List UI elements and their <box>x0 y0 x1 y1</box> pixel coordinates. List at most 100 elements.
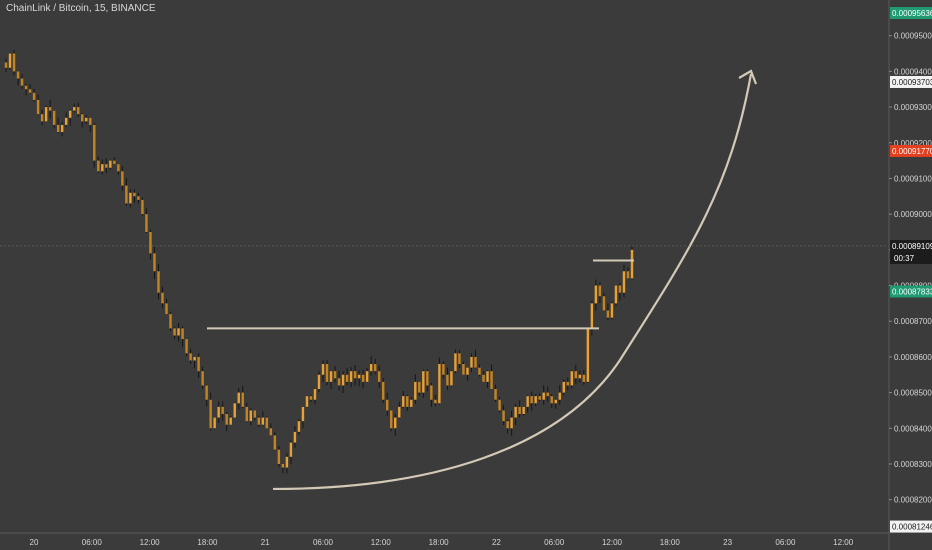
candle <box>4 62 8 68</box>
candle <box>558 392 561 400</box>
candle <box>602 296 606 311</box>
candle <box>205 385 208 400</box>
candle <box>209 399 212 429</box>
candle <box>125 185 128 204</box>
cup-arrow-curve[interactable] <box>272 73 753 491</box>
candle <box>253 410 256 418</box>
time-tick-label: 23 <box>723 538 732 547</box>
candle <box>293 431 297 443</box>
candle <box>24 85 28 90</box>
candle <box>406 396 409 407</box>
candle <box>510 417 513 429</box>
candle <box>570 371 574 386</box>
candle <box>474 356 477 368</box>
candle <box>462 364 465 375</box>
candle <box>52 110 56 125</box>
candle <box>269 428 273 436</box>
price-badge-label: 0.00091770 <box>892 147 932 156</box>
candle <box>333 371 337 379</box>
candle <box>77 107 80 115</box>
candle <box>169 314 172 329</box>
time-tick-label: 18:00 <box>197 538 218 547</box>
candle <box>8 53 12 68</box>
price-badge-label: 0.00095636 <box>892 9 932 18</box>
candle <box>566 381 569 386</box>
time-tick-label: 06:00 <box>313 538 334 547</box>
candle <box>56 124 60 133</box>
candle <box>554 399 557 404</box>
candle <box>20 78 24 86</box>
candle <box>414 381 417 400</box>
candle <box>398 406 401 418</box>
candle <box>101 164 104 172</box>
candle <box>394 417 397 429</box>
candle <box>630 249 634 279</box>
time-tick-label: 20 <box>30 538 39 547</box>
price-badge <box>890 239 932 252</box>
candle <box>189 353 192 361</box>
price-badges: 0.00095636 0.00093703 0.00091770 0.00089109… <box>890 6 932 533</box>
candle <box>357 374 361 379</box>
time-axis[interactable]: 20 06:00 12:00 18:00 21 06:00 12:00 18:00 22 06:0… <box>0 532 889 547</box>
candle <box>442 364 445 375</box>
time-tick-label: 22 <box>492 538 501 547</box>
candle <box>478 367 481 375</box>
candle <box>402 396 405 407</box>
candle <box>69 110 72 118</box>
candle <box>277 449 281 464</box>
candle <box>546 392 549 397</box>
price-badge <box>890 75 932 88</box>
candle <box>153 253 156 272</box>
candle <box>458 353 461 365</box>
candle <box>518 406 521 415</box>
candle <box>113 160 116 165</box>
time-tick-label: 12:00 <box>602 538 623 547</box>
candle <box>470 356 473 368</box>
candle <box>486 371 489 382</box>
candle <box>16 71 20 79</box>
candle <box>329 371 333 382</box>
candle <box>321 364 325 375</box>
candle <box>450 371 453 386</box>
candle <box>530 396 533 404</box>
price-badge <box>890 520 932 533</box>
candle <box>622 271 626 293</box>
candle <box>526 396 529 407</box>
candle <box>229 417 232 425</box>
time-tick-label: 18:00 <box>429 538 450 547</box>
candle <box>305 396 309 407</box>
price-badge-label: 0.00093703 <box>892 78 932 87</box>
candle <box>133 192 136 197</box>
candle <box>522 406 525 415</box>
price-badge-label: 0.00089109 <box>892 242 932 251</box>
candle <box>121 171 124 186</box>
candle <box>36 99 40 115</box>
candle <box>161 292 164 304</box>
candle <box>245 406 248 422</box>
candle <box>181 328 184 340</box>
price-badge <box>890 285 932 298</box>
time-tick-label: 12:00 <box>140 538 161 547</box>
candle <box>285 456 289 468</box>
candle <box>137 196 140 200</box>
candle <box>337 378 341 386</box>
candle <box>141 199 144 215</box>
candle <box>233 403 236 418</box>
candle <box>446 374 449 386</box>
candle <box>626 271 630 279</box>
countdown-badge <box>890 251 932 264</box>
candle <box>85 117 88 122</box>
candle <box>494 389 497 400</box>
candle <box>325 364 329 382</box>
candle <box>60 124 64 133</box>
candle <box>418 381 421 393</box>
candle <box>44 107 48 122</box>
candle <box>594 285 598 304</box>
candle <box>145 214 148 232</box>
